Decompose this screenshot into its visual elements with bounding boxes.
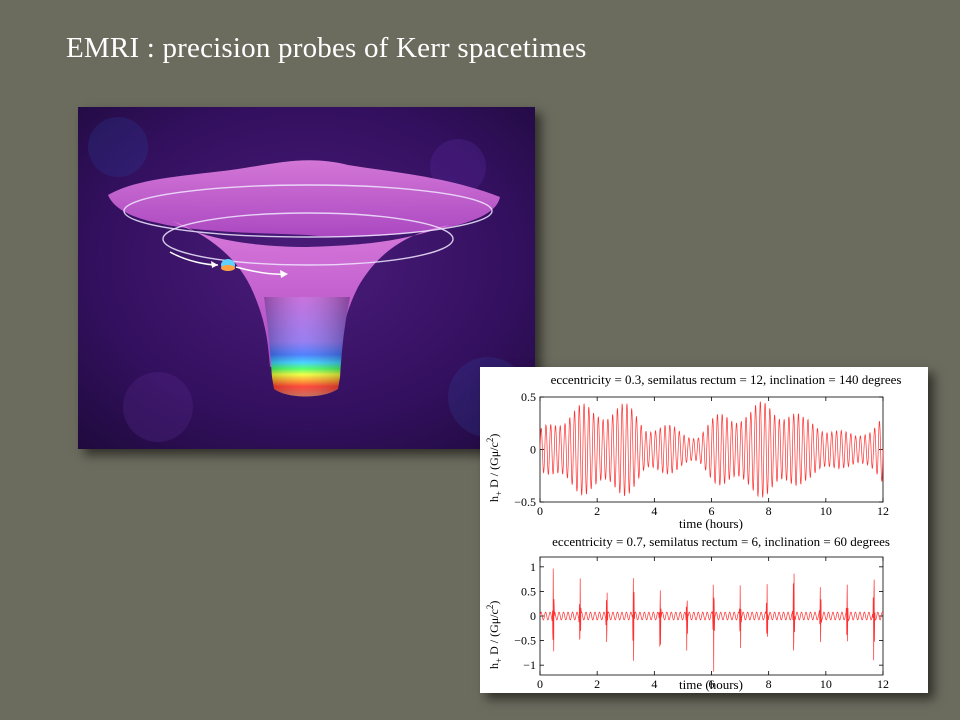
plot-2-ylabel: h+ D / (Gμ/c2) [485, 601, 504, 669]
x-tick-label: 10 [820, 504, 832, 518]
plot-1: eccentricity = 0.3, semilatus rectum = 1… [485, 372, 901, 531]
plot-2-title: eccentricity = 0.7, semilatus rectum = 6… [552, 534, 890, 549]
x-tick-label: 4 [651, 504, 657, 518]
waveform-plots-panel: eccentricity = 0.3, semilatus rectum = 1… [480, 367, 928, 693]
x-tick-label: 8 [766, 677, 772, 691]
plot-1-title: eccentricity = 0.3, semilatus rectum = 1… [551, 372, 902, 387]
x-tick-label: 6 [709, 677, 715, 691]
plot-2: eccentricity = 0.7, semilatus rectum = 6… [485, 534, 890, 692]
x-tick-label: 4 [651, 677, 657, 691]
plot-1-xlabel: time (hours) [679, 516, 743, 531]
x-tick-label: 8 [766, 504, 772, 518]
x-tick-label: 0 [537, 677, 543, 691]
y-tick-label: 0 [530, 443, 536, 457]
x-tick-label: 10 [820, 677, 832, 691]
y-tick-label: 0.5 [521, 390, 536, 404]
x-tick-label: 0 [537, 504, 543, 518]
x-tick-label: 6 [709, 504, 715, 518]
slide-title: EMRI : precision probes of Kerr spacetim… [66, 32, 587, 64]
black-hole-funnel-illustration [78, 107, 535, 449]
plot-2-ticks: 0 2 4 6 8 10 12 1 0.5 0 −0.5 −1 [514, 557, 889, 691]
x-tick-label: 12 [877, 504, 889, 518]
plot-2-xlabel: time (hours) [679, 677, 743, 692]
y-tick-label: 0 [530, 609, 536, 623]
black-hole-funnel-icon [78, 107, 535, 449]
plot-1-ylabel: h+ D / (Gμ/c2) [485, 434, 504, 502]
x-tick-label: 2 [594, 677, 600, 691]
y-tick-label: −0.5 [514, 634, 536, 648]
plot-2-waveform [539, 568, 884, 672]
y-tick-label: −1 [523, 658, 536, 672]
x-tick-label: 12 [877, 677, 889, 691]
x-tick-label: 2 [594, 504, 600, 518]
plot-1-ticks: 0 2 4 6 8 10 120.50−0.5 [514, 390, 889, 518]
plot-1-waveform [539, 401, 884, 498]
y-tick-label: −0.5 [514, 495, 536, 509]
y-tick-label: 1 [530, 560, 536, 574]
waveform-plots: eccentricity = 0.3, semilatus rectum = 1… [485, 372, 901, 692]
y-tick-label: 0.5 [521, 584, 536, 598]
